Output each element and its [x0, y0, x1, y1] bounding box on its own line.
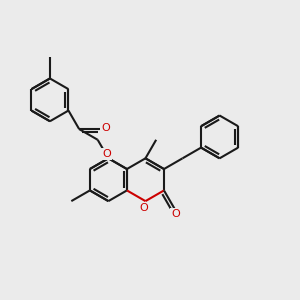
Text: O: O — [103, 149, 111, 159]
Text: O: O — [140, 203, 148, 213]
Text: O: O — [172, 209, 180, 219]
Text: O: O — [101, 123, 110, 133]
